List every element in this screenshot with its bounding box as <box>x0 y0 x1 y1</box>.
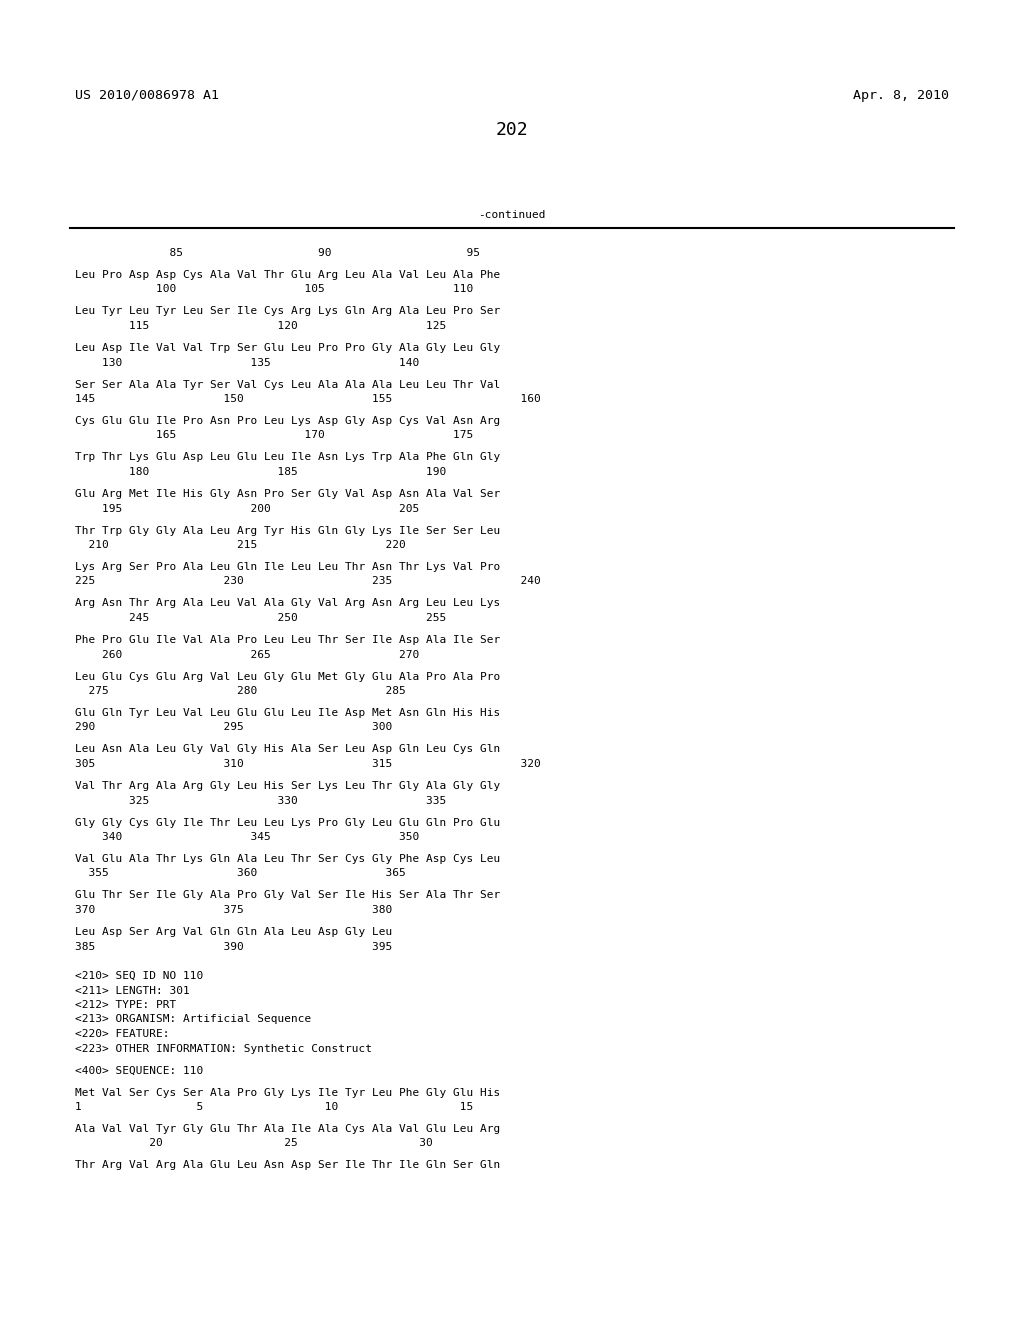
Text: 210                   215                   220: 210 215 220 <box>75 540 406 550</box>
Text: 290                   295                   300: 290 295 300 <box>75 722 392 733</box>
Text: <211> LENGTH: 301: <211> LENGTH: 301 <box>75 986 189 995</box>
Text: Leu Asn Ala Leu Gly Val Gly His Ala Ser Leu Asp Gln Leu Cys Gln: Leu Asn Ala Leu Gly Val Gly His Ala Ser … <box>75 744 501 755</box>
Text: Glu Arg Met Ile His Gly Asn Pro Ser Gly Val Asp Asn Ala Val Ser: Glu Arg Met Ile His Gly Asn Pro Ser Gly … <box>75 488 501 499</box>
Text: 1                 5                  10                  15: 1 5 10 15 <box>75 1102 473 1111</box>
Text: 85                    90                    95: 85 90 95 <box>75 248 480 257</box>
Text: <210> SEQ ID NO 110: <210> SEQ ID NO 110 <box>75 972 203 981</box>
Text: 340                   345                   350: 340 345 350 <box>75 832 419 842</box>
Text: 385                   390                   395: 385 390 395 <box>75 941 392 952</box>
Text: Trp Thr Lys Glu Asp Leu Glu Leu Ile Asn Lys Trp Ala Phe Gln Gly: Trp Thr Lys Glu Asp Leu Glu Leu Ile Asn … <box>75 453 501 462</box>
Text: 305                   310                   315                   320: 305 310 315 320 <box>75 759 541 770</box>
Text: 225                   230                   235                   240: 225 230 235 240 <box>75 577 541 586</box>
Text: Arg Asn Thr Arg Ala Leu Val Ala Gly Val Arg Asn Arg Leu Leu Lys: Arg Asn Thr Arg Ala Leu Val Ala Gly Val … <box>75 598 501 609</box>
Text: Leu Asp Ile Val Val Trp Ser Glu Leu Pro Pro Gly Ala Gly Leu Gly: Leu Asp Ile Val Val Trp Ser Glu Leu Pro … <box>75 343 501 352</box>
Text: 20                  25                  30: 20 25 30 <box>75 1138 433 1148</box>
Text: 100                   105                   110: 100 105 110 <box>75 285 473 294</box>
Text: <400> SEQUENCE: 110: <400> SEQUENCE: 110 <box>75 1065 203 1076</box>
Text: 275                   280                   285: 275 280 285 <box>75 686 406 696</box>
Text: <220> FEATURE:: <220> FEATURE: <box>75 1030 170 1039</box>
Text: 130                   135                   140: 130 135 140 <box>75 358 419 367</box>
Text: Thr Arg Val Arg Ala Glu Leu Asn Asp Ser Ile Thr Ile Gln Ser Gln: Thr Arg Val Arg Ala Glu Leu Asn Asp Ser … <box>75 1160 501 1171</box>
Text: Leu Pro Asp Asp Cys Ala Val Thr Glu Arg Leu Ala Val Leu Ala Phe: Leu Pro Asp Asp Cys Ala Val Thr Glu Arg … <box>75 271 501 280</box>
Text: <213> ORGANISM: Artificial Sequence: <213> ORGANISM: Artificial Sequence <box>75 1015 311 1024</box>
Text: 145                   150                   155                   160: 145 150 155 160 <box>75 393 541 404</box>
Text: US 2010/0086978 A1: US 2010/0086978 A1 <box>75 88 219 102</box>
Text: Glu Gln Tyr Leu Val Leu Glu Glu Leu Ile Asp Met Asn Gln His His: Glu Gln Tyr Leu Val Leu Glu Glu Leu Ile … <box>75 708 501 718</box>
Text: Val Glu Ala Thr Lys Gln Ala Leu Thr Ser Cys Gly Phe Asp Cys Leu: Val Glu Ala Thr Lys Gln Ala Leu Thr Ser … <box>75 854 501 865</box>
Text: 165                   170                   175: 165 170 175 <box>75 430 473 441</box>
Text: Val Thr Arg Ala Arg Gly Leu His Ser Lys Leu Thr Gly Ala Gly Gly: Val Thr Arg Ala Arg Gly Leu His Ser Lys … <box>75 781 501 791</box>
Text: -continued: -continued <box>478 210 546 220</box>
Text: Leu Glu Cys Glu Arg Val Leu Gly Glu Met Gly Glu Ala Pro Ala Pro: Leu Glu Cys Glu Arg Val Leu Gly Glu Met … <box>75 672 501 681</box>
Text: 202: 202 <box>496 121 528 139</box>
Text: Cys Glu Glu Ile Pro Asn Pro Leu Lys Asp Gly Asp Cys Val Asn Arg: Cys Glu Glu Ile Pro Asn Pro Leu Lys Asp … <box>75 416 501 426</box>
Text: Ala Val Val Tyr Gly Glu Thr Ala Ile Ala Cys Ala Val Glu Leu Arg: Ala Val Val Tyr Gly Glu Thr Ala Ile Ala … <box>75 1125 501 1134</box>
Text: Ser Ser Ala Ala Tyr Ser Val Cys Leu Ala Ala Ala Leu Leu Thr Val: Ser Ser Ala Ala Tyr Ser Val Cys Leu Ala … <box>75 380 501 389</box>
Text: Met Val Ser Cys Ser Ala Pro Gly Lys Ile Tyr Leu Phe Gly Glu His: Met Val Ser Cys Ser Ala Pro Gly Lys Ile … <box>75 1088 501 1097</box>
Text: Thr Trp Gly Gly Ala Leu Arg Tyr His Gln Gly Lys Ile Ser Ser Leu: Thr Trp Gly Gly Ala Leu Arg Tyr His Gln … <box>75 525 501 536</box>
Text: Gly Gly Cys Gly Ile Thr Leu Leu Lys Pro Gly Leu Glu Gln Pro Glu: Gly Gly Cys Gly Ile Thr Leu Leu Lys Pro … <box>75 817 501 828</box>
Text: <223> OTHER INFORMATION: Synthetic Construct: <223> OTHER INFORMATION: Synthetic Const… <box>75 1044 372 1053</box>
Text: 260                   265                   270: 260 265 270 <box>75 649 419 660</box>
Text: 195                   200                   205: 195 200 205 <box>75 503 419 513</box>
Text: <212> TYPE: PRT: <212> TYPE: PRT <box>75 1001 176 1010</box>
Text: 355                   360                   365: 355 360 365 <box>75 869 406 879</box>
Text: Glu Thr Ser Ile Gly Ala Pro Gly Val Ser Ile His Ser Ala Thr Ser: Glu Thr Ser Ile Gly Ala Pro Gly Val Ser … <box>75 891 501 900</box>
Text: 245                   250                   255: 245 250 255 <box>75 612 446 623</box>
Text: Leu Tyr Leu Tyr Leu Ser Ile Cys Arg Lys Gln Arg Ala Leu Pro Ser: Leu Tyr Leu Tyr Leu Ser Ile Cys Arg Lys … <box>75 306 501 317</box>
Text: 180                   185                   190: 180 185 190 <box>75 467 446 477</box>
Text: 370                   375                   380: 370 375 380 <box>75 906 392 915</box>
Text: 115                   120                   125: 115 120 125 <box>75 321 446 331</box>
Text: 325                   330                   335: 325 330 335 <box>75 796 446 805</box>
Text: Phe Pro Glu Ile Val Ala Pro Leu Leu Thr Ser Ile Asp Ala Ile Ser: Phe Pro Glu Ile Val Ala Pro Leu Leu Thr … <box>75 635 501 645</box>
Text: Apr. 8, 2010: Apr. 8, 2010 <box>853 88 949 102</box>
Text: Lys Arg Ser Pro Ala Leu Gln Ile Leu Leu Thr Asn Thr Lys Val Pro: Lys Arg Ser Pro Ala Leu Gln Ile Leu Leu … <box>75 562 501 572</box>
Text: Leu Asp Ser Arg Val Gln Gln Ala Leu Asp Gly Leu: Leu Asp Ser Arg Val Gln Gln Ala Leu Asp … <box>75 927 392 937</box>
